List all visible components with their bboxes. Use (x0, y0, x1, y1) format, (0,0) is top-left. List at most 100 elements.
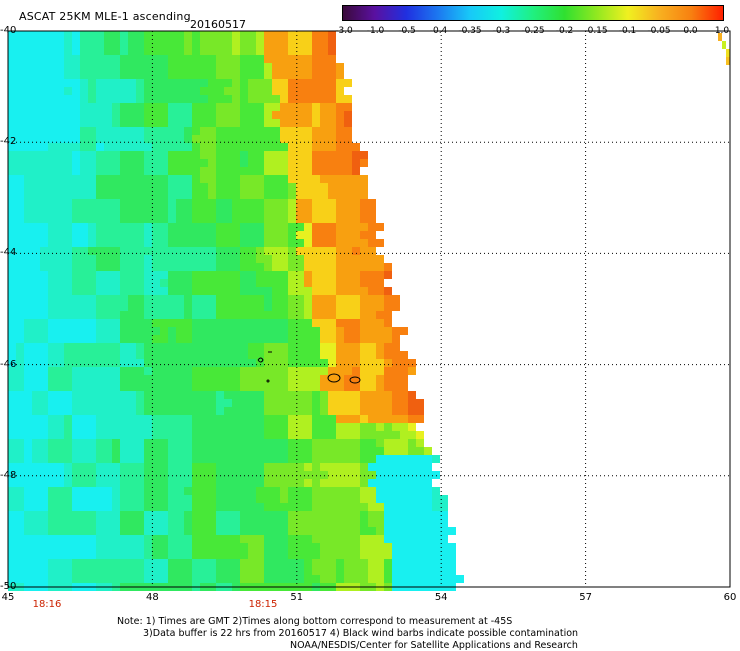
swath-cell (72, 487, 80, 495)
swath-cell (128, 135, 136, 143)
swath-cell (264, 415, 272, 423)
swath-cell (352, 447, 360, 455)
swath-cell (48, 271, 56, 279)
swath-cell (264, 399, 272, 407)
swath-cell (336, 447, 344, 455)
swath-cell (184, 415, 192, 423)
swath-cell (320, 463, 328, 471)
swath-cell (224, 39, 232, 47)
swath-cell (288, 375, 296, 383)
swath-cell (312, 383, 320, 391)
swath-cell (56, 31, 64, 39)
swath-cell (64, 239, 72, 247)
swath-cell (112, 199, 120, 207)
swath-cell (280, 439, 288, 447)
swath-cell (328, 135, 336, 143)
swath-cell (240, 71, 248, 79)
swath-cell (312, 447, 320, 455)
swath-cell (304, 143, 312, 151)
swath-cell (80, 287, 88, 295)
swath-cell (16, 383, 24, 391)
swath-cell (304, 407, 312, 415)
swath-cell (8, 47, 16, 55)
swath-cell (56, 343, 64, 351)
swath-cell (56, 367, 64, 375)
swath-cell (176, 135, 184, 143)
swath-cell (248, 47, 256, 55)
swath-cell (24, 143, 32, 151)
swath-cell (160, 447, 168, 455)
swath-cell (296, 367, 304, 375)
swath-cell (120, 207, 128, 215)
swath-cell (312, 223, 320, 231)
swath-cell (328, 255, 336, 263)
swath-cell (328, 367, 336, 375)
swath-cell (120, 415, 128, 423)
swath-cell (152, 119, 160, 127)
swath-cell (320, 39, 328, 47)
swath-cell (376, 319, 384, 327)
swath-cell (144, 95, 152, 103)
swath-cell (304, 247, 312, 255)
swath-cell (48, 279, 56, 287)
swath-cell (56, 247, 64, 255)
swath-cell (64, 511, 72, 519)
swath-cell (128, 183, 136, 191)
swath-cell (352, 455, 360, 463)
swath-cell (256, 439, 264, 447)
swath-cell (32, 199, 40, 207)
swath-cell (288, 215, 296, 223)
swath-cell (128, 519, 136, 527)
swath-cell (320, 183, 328, 191)
swath-cell (184, 447, 192, 455)
swath-cell (272, 479, 280, 487)
swath-cell (440, 503, 448, 511)
swath-cell (208, 375, 216, 383)
swath-cell (112, 407, 120, 415)
swath-cell (168, 111, 176, 119)
swath-cell (208, 511, 216, 519)
swath-cell (264, 479, 272, 487)
swath-cell (248, 335, 256, 343)
swath-cell (288, 103, 296, 111)
swath-cell (192, 263, 200, 271)
swath-cell (24, 503, 32, 511)
swath-cell (40, 415, 48, 423)
swath-cell (336, 311, 344, 319)
swath-cell (352, 191, 360, 199)
swath-cell (96, 439, 104, 447)
swath-cell (144, 207, 152, 215)
swath-cell (184, 439, 192, 447)
swath-cell (264, 375, 272, 383)
swath-cell (152, 375, 160, 383)
swath-cell (344, 127, 352, 135)
swath-cell (200, 127, 208, 135)
swath-cell (88, 87, 96, 95)
swath-cell (160, 119, 168, 127)
swath-cell (376, 367, 384, 375)
swath-cell (368, 255, 376, 263)
swath-cell (32, 527, 40, 535)
swath-cell (120, 343, 128, 351)
swath-cell (192, 143, 200, 151)
swath-cell (248, 351, 256, 359)
swath-cell (64, 463, 72, 471)
swath-cell (376, 463, 384, 471)
swath-cell (88, 503, 96, 511)
swath-cell (336, 327, 344, 335)
swath-cell (168, 351, 176, 359)
swath-cell (448, 559, 456, 567)
swath-cell (240, 279, 248, 287)
swath-cell (352, 327, 360, 335)
swath-cell (400, 439, 408, 447)
swath-cell (88, 543, 96, 551)
swath-cell (8, 263, 16, 271)
swath-cell (40, 503, 48, 511)
swath-cell (32, 391, 40, 399)
swath-cell (64, 327, 72, 335)
swath-cell (56, 447, 64, 455)
swath-cell (80, 527, 88, 535)
swath-cell (104, 471, 112, 479)
swath-cell (184, 359, 192, 367)
swath-cell (336, 359, 344, 367)
